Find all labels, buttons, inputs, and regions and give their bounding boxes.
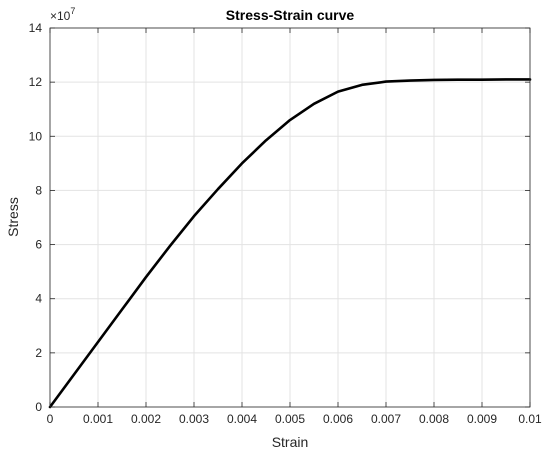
x-tick-label: 0 [47, 412, 54, 426]
x-tick-label: 0.007 [371, 412, 401, 426]
x-tick-label: 0.01 [518, 412, 542, 426]
x-tick-label: 0.008 [419, 412, 449, 426]
x-tick-label: 0.002 [131, 412, 161, 426]
x-tick-label: 0.006 [323, 412, 353, 426]
y-tick-label: 2 [35, 346, 42, 360]
y-tick-label: 12 [29, 75, 43, 89]
x-tick-label: 0.005 [275, 412, 305, 426]
y-axis-label: Stress [5, 197, 21, 237]
y-tick-label: 14 [29, 21, 43, 35]
y-multiplier: ×107 [50, 6, 75, 23]
x-tick-label: 0.003 [179, 412, 209, 426]
x-tick-label: 0.004 [227, 412, 257, 426]
y-tick-label: 8 [35, 183, 42, 197]
y-tick-label: 4 [35, 292, 42, 306]
series-layer [48, 78, 532, 409]
x-axis-label: Strain [272, 434, 309, 450]
y-multiplier-base: ×10 [50, 9, 71, 23]
y-tick-label: 0 [35, 400, 42, 414]
y-multiplier-exponent: 7 [70, 6, 75, 16]
x-tick-label: 0.001 [83, 412, 113, 426]
y-tick-label: 6 [35, 238, 42, 252]
tick-layer: 0 0.001 0.002 0.003 0.004 0.005 0.006 0.007 0.00… [29, 21, 542, 426]
stress-strain-line [48, 78, 532, 409]
x-tick-label: 0.009 [467, 412, 497, 426]
chart-title: Stress-Strain curve [226, 7, 355, 23]
y-tick-label: 10 [29, 129, 43, 143]
